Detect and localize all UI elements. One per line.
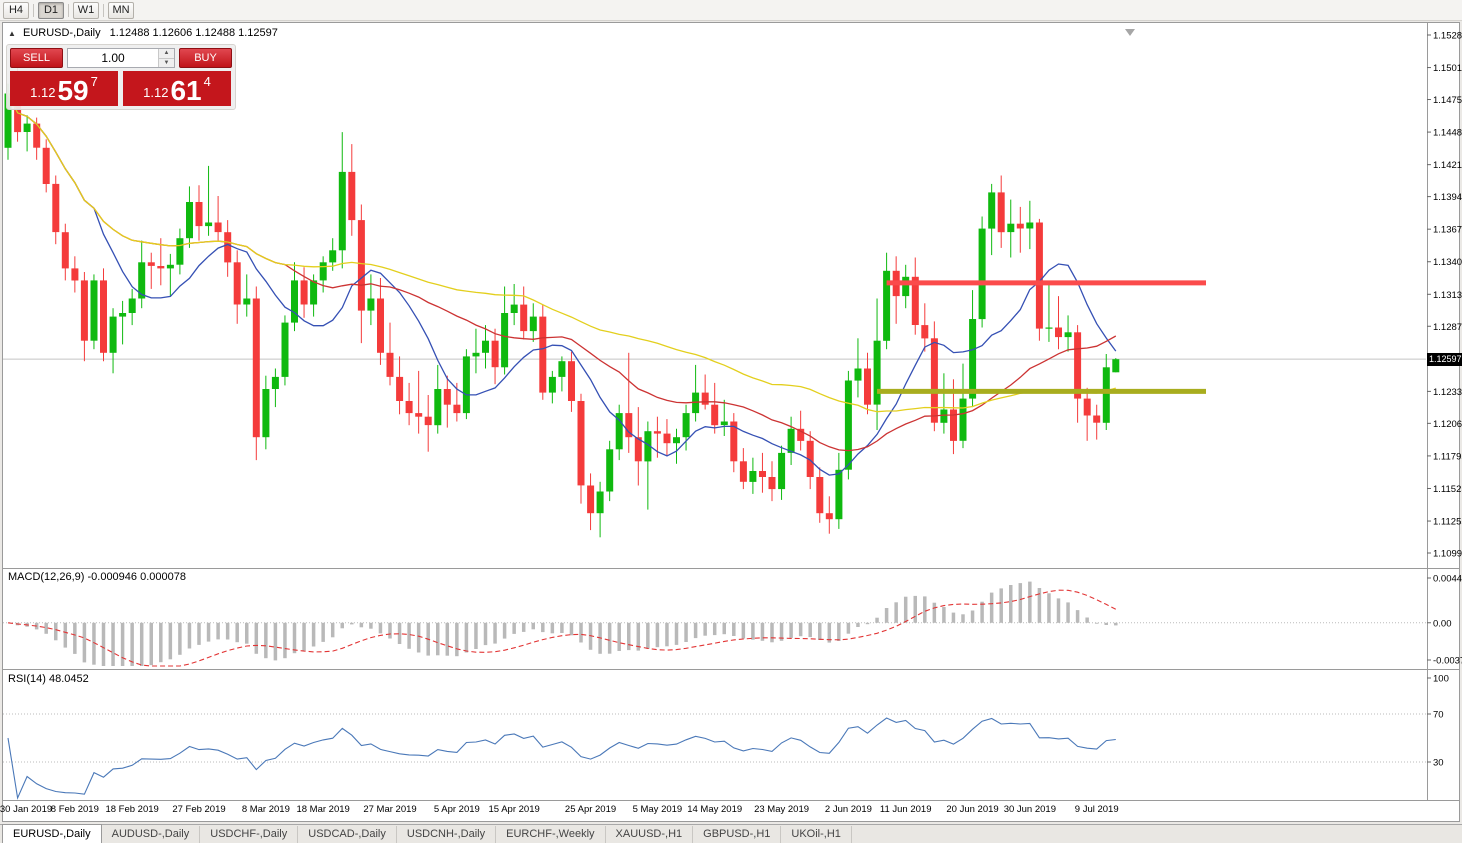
tab-eurchf-weekly[interactable]: EURCHF-,Weekly xyxy=(496,826,606,843)
timeframe-h4-button[interactable]: H4 xyxy=(3,1,29,19)
timeframe-toolbar: H4 D1 W1 MN xyxy=(0,0,1462,21)
buy-price-pips: 61 xyxy=(170,75,202,106)
buy-price-point: 4 xyxy=(203,74,211,89)
one-click-trading-panel: SELL ▲ ▼ BUY 1.12 59 7 1.12 61 4 xyxy=(6,44,236,110)
tab-xauusd-h1[interactable]: XAUUSD-,H1 xyxy=(606,826,694,843)
rsi-indicator-label: RSI(14) 48.0452 xyxy=(8,673,89,685)
tab-gbpusd-h1[interactable]: GBPUSD-,H1 xyxy=(693,826,782,843)
volume-spinner: ▲ ▼ xyxy=(67,48,175,68)
tab-usdchf-daily[interactable]: USDCHF-,Daily xyxy=(200,826,299,843)
buy-price-prefix: 1.12 xyxy=(143,85,169,100)
chart-tab-bar: EURUSD-,Daily AUDUSD-,Daily USDCHF-,Dail… xyxy=(0,824,1462,843)
toolbar-separator xyxy=(33,3,34,17)
sell-price-prefix: 1.12 xyxy=(30,85,56,100)
timeframe-mn-button[interactable]: MN xyxy=(108,1,134,19)
tab-usdcad-daily[interactable]: USDCAD-,Daily xyxy=(298,826,397,843)
timeframe-d1-button[interactable]: D1 xyxy=(38,1,64,19)
chart-ohlc-values: 1.12488 1.12606 1.12488 1.12597 xyxy=(109,27,278,39)
sell-price-box[interactable]: 1.12 59 7 xyxy=(10,71,118,106)
current-price-tag: 1.12597 xyxy=(1427,353,1462,366)
chart-symbol-label: EURUSD-,Daily xyxy=(22,27,101,39)
tab-usdcnh-daily[interactable]: USDCNH-,Daily xyxy=(397,826,497,843)
tab-audusd-daily[interactable]: AUDUSD-,Daily xyxy=(102,826,201,843)
macd-indicator-label: MACD(12,26,9) -0.000946 0.000078 xyxy=(8,571,186,583)
chart-title: ▲ EURUSD-,Daily 1.12488 1.12606 1.12488 … xyxy=(8,27,278,39)
sell-price-pips: 59 xyxy=(57,75,89,106)
tab-eurusd-daily[interactable]: EURUSD-,Daily xyxy=(2,824,102,843)
sell-button[interactable]: SELL xyxy=(10,48,63,68)
chart-window[interactable] xyxy=(2,22,1460,822)
one-click-panel-toggle-icon[interactable]: ▲ xyxy=(8,29,16,38)
volume-decrease-icon[interactable]: ▼ xyxy=(159,58,174,67)
volume-increase-icon[interactable]: ▲ xyxy=(159,49,174,59)
rsi-value: 48.0452 xyxy=(48,673,89,685)
timeframe-w1-button[interactable]: W1 xyxy=(73,1,99,19)
sell-price-point: 7 xyxy=(90,74,98,89)
buy-price-box[interactable]: 1.12 61 4 xyxy=(123,71,231,106)
toolbar-separator xyxy=(103,3,104,17)
buy-button[interactable]: BUY xyxy=(179,48,232,68)
toolbar-separator xyxy=(68,3,69,17)
macd-values: -0.000946 0.000078 xyxy=(87,571,186,583)
tab-ukoil-h1[interactable]: UKOil-,H1 xyxy=(781,826,852,843)
volume-input[interactable] xyxy=(68,49,158,67)
